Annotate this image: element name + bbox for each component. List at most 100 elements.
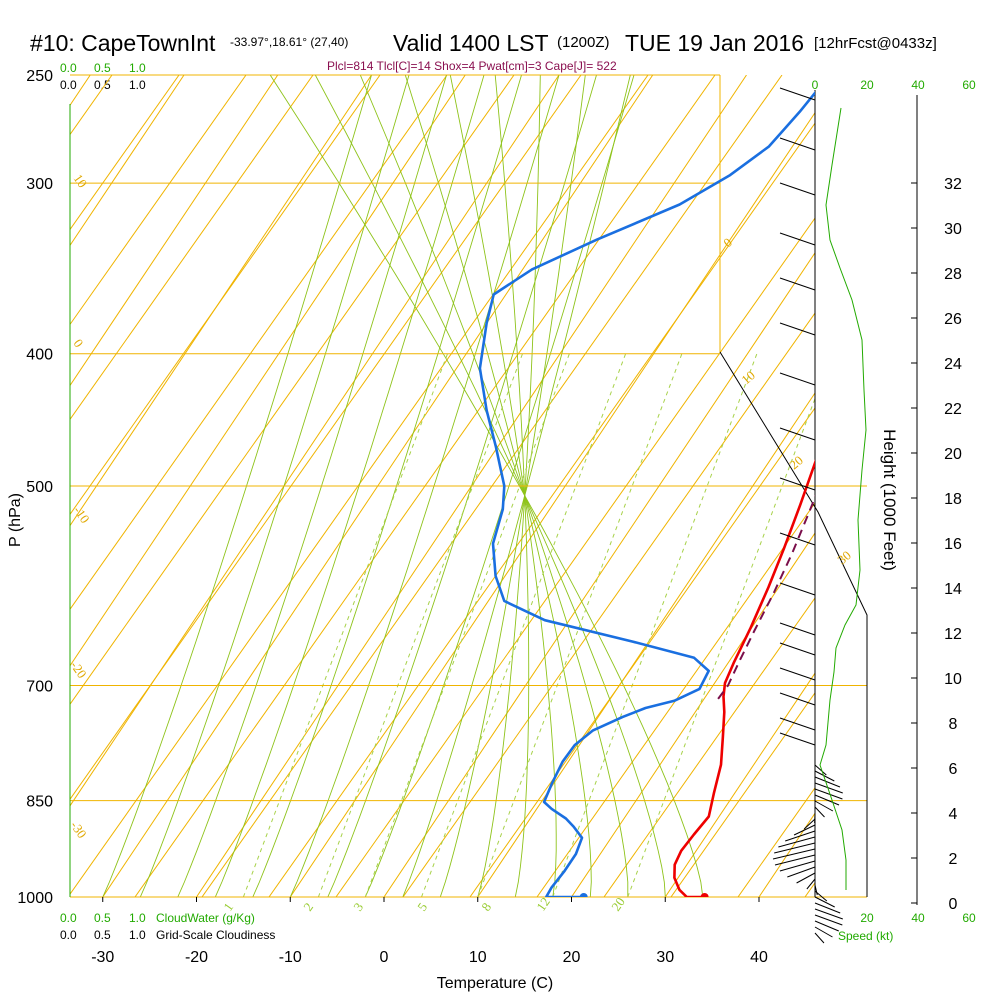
- height-tick-label: 16: [944, 536, 962, 553]
- wind-barb: [814, 920, 839, 932]
- dewpoint-line: [478, 90, 815, 897]
- moist-label: 10: [738, 367, 758, 387]
- wind-barb: [779, 717, 816, 731]
- height-tick-label: 24: [944, 356, 962, 373]
- stability-indices: Plcl=814 Tlcl[C]=14 Shox=4 Pwat[cm]=3 Ca…: [327, 59, 617, 73]
- height-tick-label: 14: [944, 581, 962, 598]
- wind-barb: [796, 872, 816, 884]
- wind-barb: [779, 732, 816, 746]
- pressure-tick-label: 850: [26, 794, 53, 811]
- cloudwater-label: CloudWater (g/Kg): [156, 911, 255, 925]
- surface-dewpoint-dot: [579, 893, 588, 897]
- isotherm-line: [664, 672, 815, 897]
- temperature-line: [673, 459, 815, 897]
- wind-barb: [779, 182, 816, 196]
- x-tick-label: -20: [185, 949, 208, 966]
- wind-barb: [774, 842, 816, 854]
- mixing-ratio-line: [242, 353, 448, 897]
- moist-adiabat-line: [439, 75, 586, 897]
- station-title: #10: CapeTownInt: [30, 30, 216, 56]
- moist-adiabat-line: [327, 75, 597, 897]
- adiabat-label: 10: [71, 171, 91, 190]
- wind-barb: [814, 788, 843, 800]
- utc-time: (1200Z): [557, 34, 610, 51]
- cloud-scale-top: 0.0 0.5 1.0 0.0 0.5 1.0: [60, 61, 146, 92]
- wind-barb: [779, 372, 816, 386]
- cloud-bot-g1: 0.5: [94, 911, 111, 925]
- moist-adiabat-line: [214, 75, 485, 897]
- x-tick-label: 40: [750, 949, 768, 966]
- forecast-date: TUE 19 Jan 2016: [625, 30, 804, 56]
- cloud-top-b0: 0.0: [60, 78, 77, 92]
- moist-adiabat-line: [139, 75, 410, 897]
- x-tick-label: -10: [279, 949, 302, 966]
- wind-barb: [779, 277, 816, 291]
- wind-barb: [779, 322, 816, 336]
- wind-barb: [779, 860, 816, 872]
- x-axis-label: Temperature (C): [437, 975, 553, 992]
- cloud-bot-b1: 0.5: [94, 928, 111, 942]
- moist-adiabat-line: [364, 75, 635, 897]
- wind-barb: [814, 890, 828, 902]
- cloud-bot-g0: 0.0: [60, 911, 77, 925]
- height-tick-label: 26: [944, 311, 962, 328]
- wind-barb: [774, 854, 816, 866]
- speed-axis-label: Speed (kt): [838, 929, 893, 943]
- mixing-label: 8: [478, 900, 494, 914]
- x-tick-label: 20: [563, 949, 581, 966]
- pressure-tick-label: 300: [26, 176, 53, 193]
- speed-tick-top: 60: [962, 78, 976, 92]
- cloud-top-g2: 1.0: [129, 61, 146, 75]
- wind-barb: [793, 824, 816, 836]
- plot-frame: [69, 74, 868, 898]
- wind-barb: [778, 836, 816, 848]
- cloud-bot-b2: 1.0: [129, 928, 146, 942]
- wind-barb: [779, 87, 816, 101]
- mixing-label: 2: [300, 900, 316, 914]
- mixing-label: 3: [350, 900, 366, 914]
- speed-tick-top: 20: [860, 78, 874, 92]
- moist-adiabat-line: [269, 75, 704, 897]
- wind-barb: [814, 806, 825, 818]
- moist-adiabat-line: [477, 75, 541, 897]
- moist-adiabat-line: [359, 75, 629, 897]
- wind-barb: [779, 477, 816, 491]
- wind-speed-profile: [819, 107, 867, 890]
- wind-barb: [814, 902, 841, 914]
- x-tick-label: 10: [469, 949, 487, 966]
- wind-barb: [814, 764, 827, 776]
- wind-barb: [779, 137, 816, 151]
- pressure-tick-label: 700: [26, 679, 53, 696]
- speed-tick-bottom: 60: [962, 911, 976, 925]
- wind-barb: [772, 848, 816, 860]
- dry-adiabat-line: [70, 75, 180, 231]
- adiabat-label: 0: [71, 336, 87, 350]
- moist-adiabat-line: [252, 75, 522, 897]
- moist-adiabat-line: [494, 75, 530, 897]
- moist-adiabat-line: [314, 75, 666, 897]
- wind-barb: [814, 926, 833, 938]
- x-tick-label: 30: [656, 949, 674, 966]
- moist-adiabat-line: [289, 75, 560, 897]
- dry-adiabat-line: [536, 502, 815, 897]
- dry-adiabat-line: [670, 692, 815, 897]
- wind-barb: [814, 914, 843, 926]
- height-tick-label: 4: [949, 806, 958, 823]
- parcel-line: [717, 494, 815, 700]
- wind-barb: [806, 878, 816, 890]
- wind-barb: [814, 908, 843, 920]
- wind-barb: [814, 884, 818, 896]
- x-tick-label: -30: [91, 949, 114, 966]
- cloud-top-g0: 0.0: [60, 61, 77, 75]
- wind-barb: [779, 622, 816, 636]
- adiabat-label: -10: [71, 503, 93, 526]
- height-tick-label: 20: [944, 446, 962, 463]
- height-tick-label: 28: [944, 266, 962, 283]
- mixing-label: 5: [414, 900, 430, 914]
- wind-barb: [779, 232, 816, 246]
- wind-barb: [785, 830, 816, 842]
- height-tick-label: 12: [944, 626, 962, 643]
- cloud-top-g1: 0.5: [94, 61, 111, 75]
